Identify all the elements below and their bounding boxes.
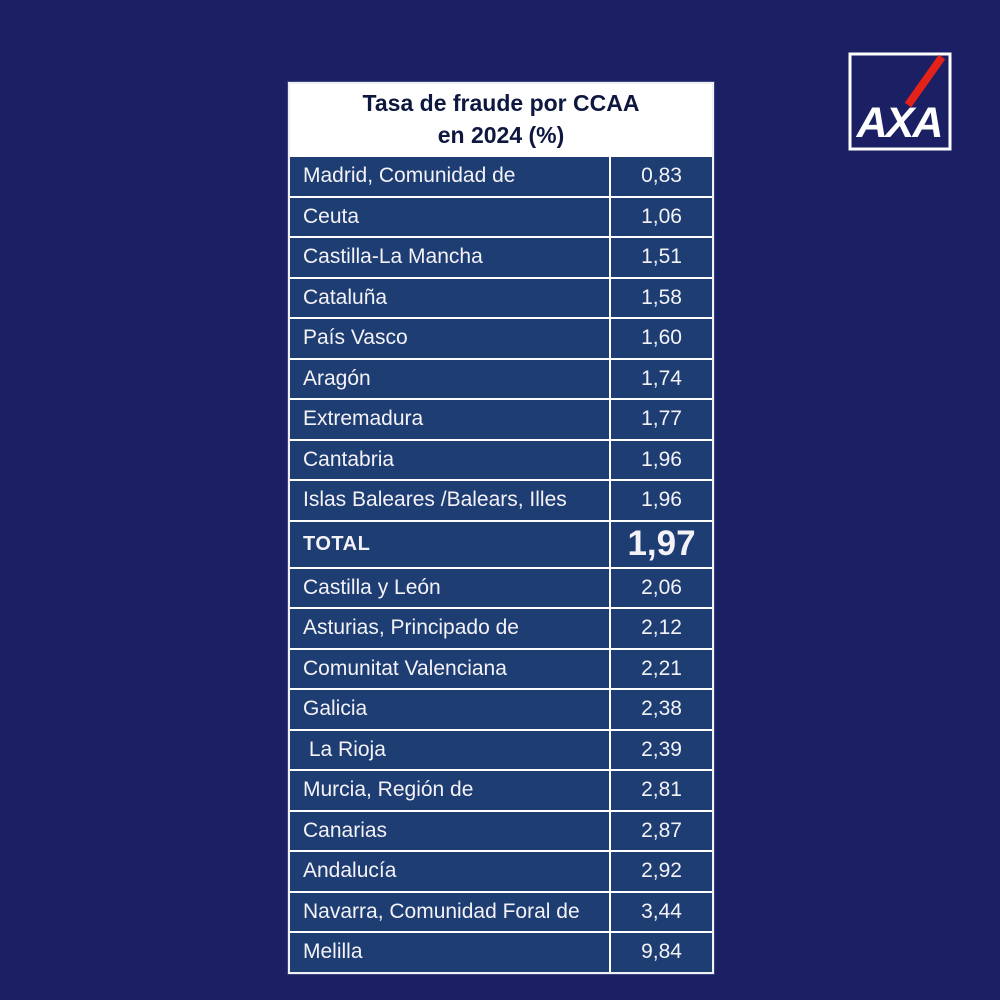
fraud-rate-value: 1,74 — [609, 359, 712, 398]
table-row: País Vasco 1,60 — [290, 317, 712, 358]
region-name: País Vasco — [303, 326, 408, 350]
table-row: La Rioja 2,39 — [290, 728, 712, 769]
table-row: Aragón 1,74 — [290, 357, 712, 398]
region-name: Extremadura — [303, 407, 424, 431]
table-title-line2: en 2024 (%) — [437, 121, 565, 148]
region-name: Canarias — [303, 818, 388, 842]
region-name: Comunitat Valenciana — [303, 656, 507, 680]
table-row: Cataluña 1,58 — [290, 276, 712, 317]
table-row: Andalucía 2,92 — [290, 850, 712, 891]
fraud-rate-value: 2,38 — [609, 690, 712, 729]
table-row: Canarias 2,87 — [290, 809, 712, 850]
axa-logo-text: AXA — [856, 99, 942, 147]
fraud-rate-value: 2,39 — [609, 730, 712, 769]
fraud-rate-value: 1,97 — [609, 521, 712, 567]
fraud-rate-value: 2,12 — [609, 609, 712, 648]
region-name: Asturias, Principado de — [303, 616, 519, 640]
fraud-rate-value: 1,58 — [609, 278, 712, 317]
fraud-rate-value: 2,21 — [609, 649, 712, 688]
axa-slash-icon — [904, 54, 946, 108]
fraud-rate-value: 1,96 — [609, 440, 712, 479]
table-row: Navarra, Comunidad Foral de 3,44 — [290, 890, 712, 931]
table-row: Murcia, Región de 2,81 — [290, 769, 712, 810]
fraud-rate-value: 1,77 — [609, 400, 712, 439]
region-name: Castilla-La Mancha — [303, 245, 483, 269]
axa-logo: AXA — [848, 52, 952, 151]
region-name: Aragón — [303, 366, 371, 390]
table-row: Melilla 9,84 — [290, 931, 712, 972]
fraud-rate-value: 0,83 — [609, 157, 712, 196]
fraud-rate-value: 2,87 — [609, 811, 712, 850]
table-row: Ceuta 1,06 — [290, 195, 712, 236]
table-row: Cantabria 1,96 — [290, 438, 712, 479]
fraud-rate-value: 1,06 — [609, 197, 712, 236]
table-rows: Madrid, Comunidad de 0,83 Ceuta 1,06 Castill… — [290, 155, 712, 972]
region-name: TOTAL — [303, 532, 371, 555]
table-row: Galicia 2,38 — [290, 688, 712, 729]
table-row: Extremadura 1,77 — [290, 398, 712, 439]
region-name: Ceuta — [303, 204, 360, 228]
table-row: Islas Baleares /Balears, Illes 1,96 — [290, 479, 712, 520]
table-title: Tasa de fraude por CCAA en 2024 (%) — [290, 84, 712, 155]
region-name: Andalucía — [303, 859, 397, 883]
region-name: Islas Baleares /Balears, Illes — [303, 488, 567, 512]
total-row: TOTAL 1,97 — [290, 519, 712, 567]
table-row: Comunitat Valenciana 2,21 — [290, 647, 712, 688]
region-name: La Rioja — [303, 737, 386, 761]
fraud-rate-value: 1,60 — [609, 319, 712, 358]
region-name: Melilla — [303, 940, 363, 964]
table-row: Castilla y León 2,06 — [290, 566, 712, 607]
table-row: Asturias, Principado de 2,12 — [290, 607, 712, 648]
axa-logo-square — [848, 52, 952, 151]
region-name: Navarra, Comunidad Foral de — [303, 899, 580, 923]
fraud-rate-value: 9,84 — [609, 933, 712, 972]
region-name: Galicia — [303, 697, 368, 721]
region-name: Madrid, Comunidad de — [303, 164, 516, 188]
fraud-rate-value: 1,51 — [609, 238, 712, 277]
fraud-rate-value: 2,92 — [609, 852, 712, 891]
fraud-rate-value: 2,81 — [609, 771, 712, 810]
fraud-rate-value: 3,44 — [609, 892, 712, 931]
table-title-line1: Tasa de fraude por CCAA — [362, 90, 640, 117]
region-name: Cantabria — [303, 447, 395, 471]
table-row: Madrid, Comunidad de 0,83 — [290, 155, 712, 196]
region-name: Castilla y León — [303, 575, 441, 599]
fraud-rate-value: 1,96 — [609, 481, 712, 520]
table-row: Castilla-La Mancha 1,51 — [290, 236, 712, 277]
region-name: Cataluña — [303, 285, 388, 309]
fraud-rate-table: Tasa de fraude por CCAA en 2024 (%) Madr… — [288, 82, 714, 974]
region-name: Murcia, Región de — [303, 778, 474, 802]
fraud-rate-value: 2,06 — [609, 568, 712, 607]
